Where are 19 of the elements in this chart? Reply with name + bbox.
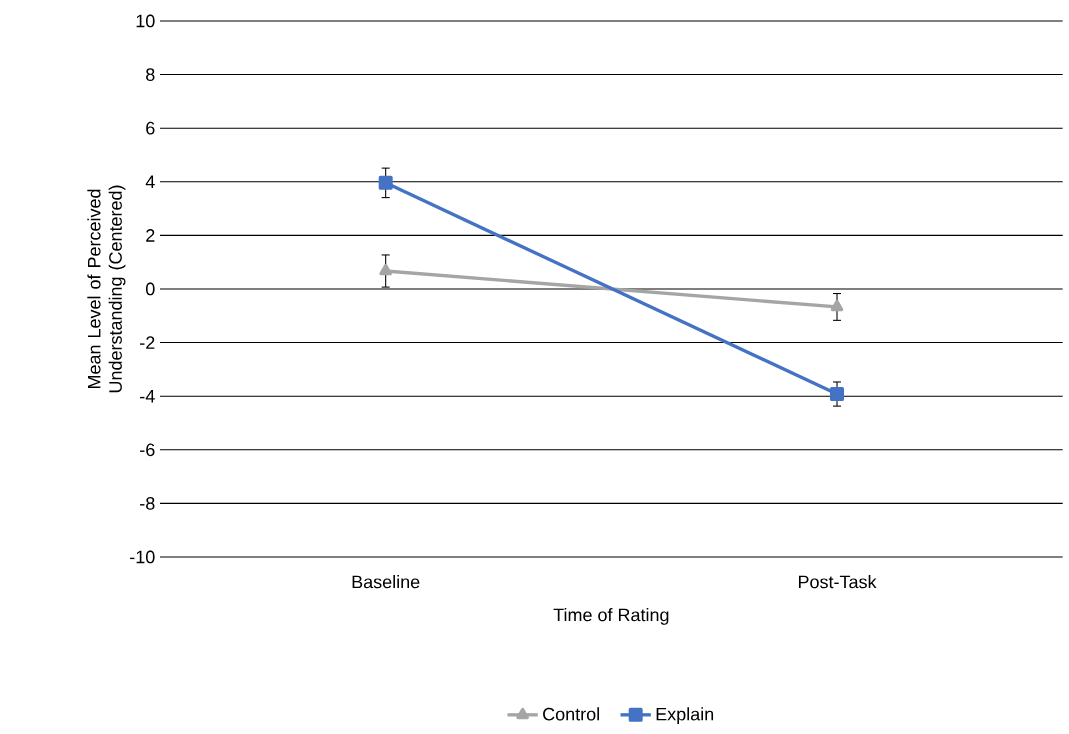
x-tick-label: Post-Task	[798, 575, 877, 589]
point	[378, 175, 393, 190]
y-tick-label: -8	[140, 497, 155, 510]
y-tick-label: 10	[136, 14, 155, 28]
y-tick-label: -10	[130, 550, 155, 564]
point	[830, 387, 845, 402]
legend-label: Control	[543, 707, 599, 721]
y-tick-label: 2	[146, 229, 155, 242]
y-tick-label: 8	[146, 68, 155, 81]
y-tick-label: 4	[145, 175, 155, 188]
x-axis-title: Time of Rating	[553, 608, 669, 625]
y-tick-label: 6	[146, 121, 155, 135]
y-tick-label: -4	[140, 390, 155, 403]
y-tick-label: 0	[146, 282, 155, 296]
y-tick-label: -2	[140, 336, 155, 349]
legend-label: Explain	[656, 707, 714, 725]
x-tick-label: Baseline	[352, 575, 420, 589]
y-axis-title: Mean Level of Perceived Understanding (Centered)	[87, 185, 126, 393]
y-tick-label: -6	[140, 443, 155, 457]
